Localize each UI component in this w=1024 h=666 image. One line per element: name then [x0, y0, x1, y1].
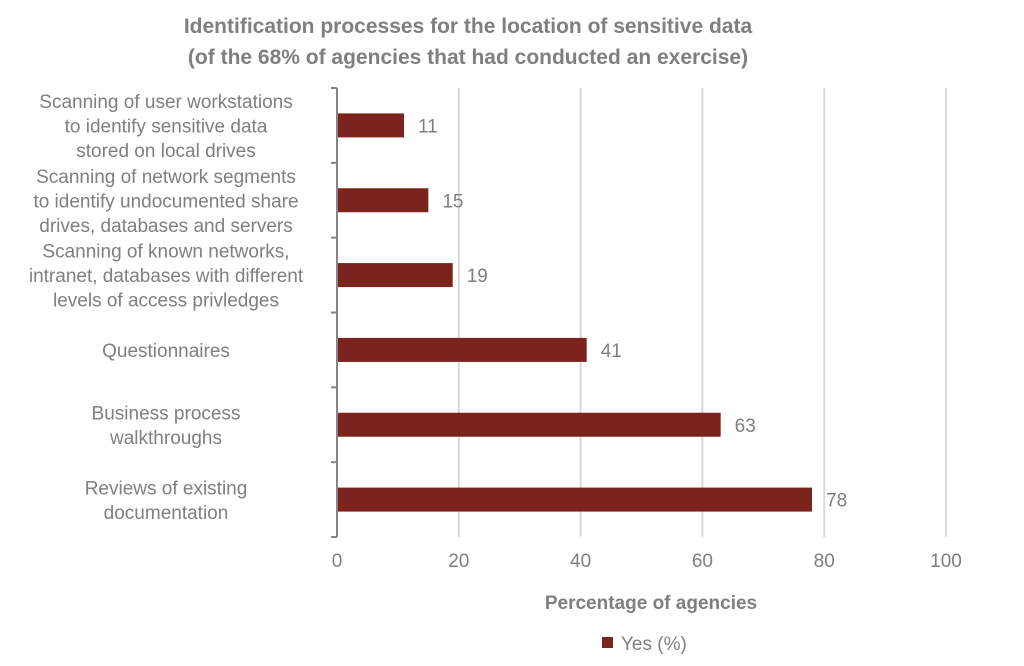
x-tick-labels: 0 20 40 60 80 100 — [332, 551, 962, 572]
bar — [338, 188, 429, 213]
category-label: to identify undocumented share — [33, 191, 298, 212]
bar — [338, 113, 404, 138]
category-label: levels of access privledges — [53, 291, 279, 312]
x-tick-label-80: 80 — [814, 551, 835, 572]
category-label: to identify sensitive data — [65, 116, 268, 137]
category-label: Scanning of known networks, — [42, 242, 289, 263]
bar — [338, 487, 813, 512]
data-label: 78 — [826, 491, 847, 512]
category-label: Questionnaires — [102, 341, 230, 362]
data-label: 41 — [601, 341, 622, 362]
x-tick-label-20: 20 — [448, 551, 469, 572]
x-tick-label-0: 0 — [332, 551, 343, 572]
category-label: intranet, databases with different — [29, 266, 304, 287]
legend-swatch — [602, 637, 613, 648]
chart-title-line-2: (of the 68% of agencies that had conduct… — [188, 46, 748, 69]
axes — [331, 87, 338, 538]
chart-title: Identification processes for the locatio… — [184, 15, 753, 69]
data-label: 15 — [442, 191, 463, 212]
category-labels: Scanning of user workstations to identify… — [29, 92, 304, 524]
bar — [338, 412, 721, 437]
legend: Yes (%) — [602, 634, 687, 655]
bar — [338, 337, 587, 362]
category-label: Scanning of user workstations — [39, 92, 292, 113]
category-label: drives, databases and servers — [39, 216, 292, 237]
data-labels: 11 15 19 41 63 78 — [418, 116, 847, 511]
bars — [338, 113, 813, 512]
chart-title-line-1: Identification processes for the locatio… — [184, 15, 753, 38]
category-label: Scanning of network segments — [36, 167, 296, 188]
x-tick-label-100: 100 — [930, 551, 962, 572]
category-label: documentation — [104, 503, 229, 524]
category-label: Business process — [92, 404, 241, 425]
category-label: Reviews of existing — [85, 478, 248, 499]
data-label: 63 — [735, 416, 756, 437]
bar — [338, 263, 453, 288]
x-tick-label-60: 60 — [692, 551, 713, 572]
data-label: 11 — [418, 116, 438, 137]
data-label: 19 — [467, 266, 488, 287]
legend-label: Yes (%) — [621, 634, 687, 655]
category-label: walkthroughs — [109, 428, 222, 449]
x-tick-label-40: 40 — [570, 551, 591, 572]
gridlines — [457, 88, 947, 537]
x-axis-title: Percentage of agencies — [545, 593, 757, 614]
category-label: stored on local drives — [76, 141, 256, 162]
